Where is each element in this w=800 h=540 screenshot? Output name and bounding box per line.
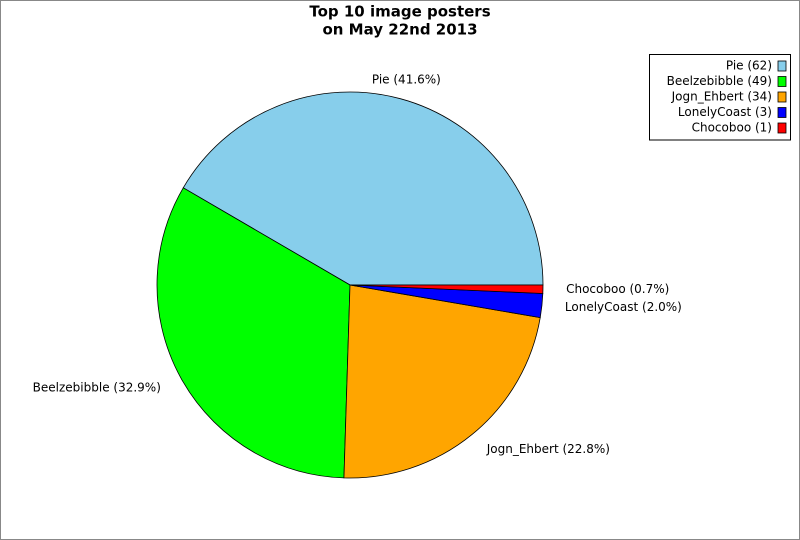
legend-label: Chocoboo (1) [692, 121, 772, 135]
slice-label: Jogn_Ehbert (22.8%) [486, 442, 610, 456]
legend-swatch [777, 91, 787, 103]
legend-label: Pie (62) [726, 59, 772, 73]
pie-slice [349, 284, 544, 294]
pie-slice [343, 284, 541, 479]
legend-label: Jogn_Ehbert (34) [671, 90, 772, 104]
legend-box [649, 54, 791, 141]
chart-subtitle: on May 22nd 2013 [322, 21, 477, 39]
pie-slice [182, 91, 544, 286]
legend-swatch [777, 107, 787, 118]
legend-swatch [777, 122, 787, 134]
legend-label: Beelzebibble (49) [667, 74, 772, 88]
pie-slice [156, 187, 351, 479]
legend-label: LonelyCoast (3) [678, 105, 772, 119]
chart-title: Top 10 image posters [309, 3, 490, 21]
slice-label: Chocoboo (0.7%) [566, 282, 669, 296]
slice-label: Pie (41.6%) [372, 73, 441, 87]
slice-label: LonelyCoast (2.0%) [565, 300, 682, 314]
slice-label: Beelzebibble (32.9%) [33, 380, 161, 394]
legend-swatch [777, 60, 787, 72]
legend-swatch [777, 76, 787, 87]
